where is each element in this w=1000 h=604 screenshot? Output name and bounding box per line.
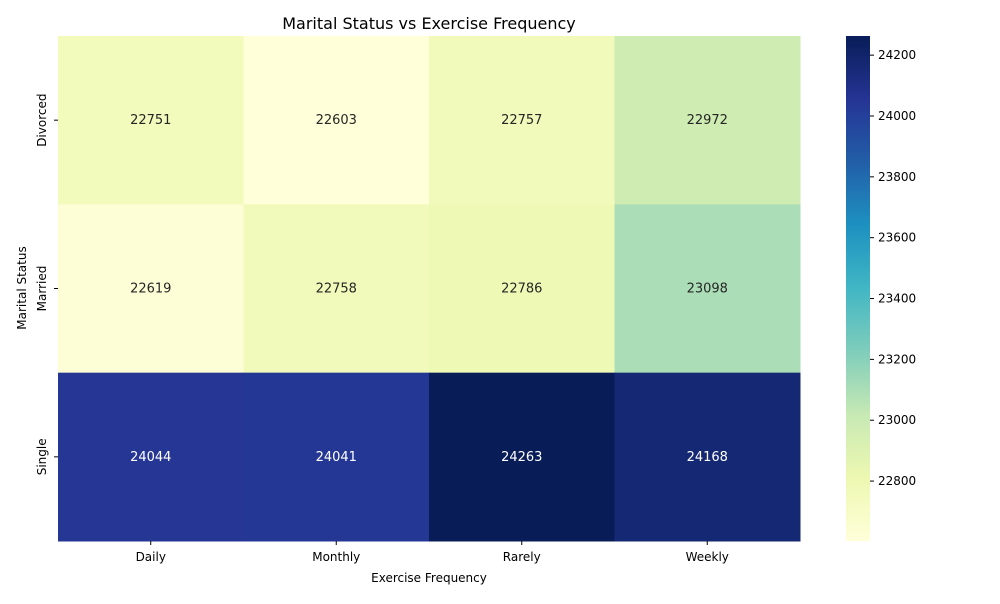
heatmap-cell — [58, 204, 244, 374]
y-tick-label: Single — [35, 438, 49, 475]
heatmap-cell — [58, 372, 244, 542]
colorbar-tick-label: 23400 — [878, 292, 916, 306]
cell-value-label: 22758 — [316, 282, 357, 297]
cell-value-label: 22751 — [130, 113, 171, 128]
colorbar-tick-label: 23600 — [878, 231, 916, 245]
x-axis: Daily Monthly Rarely Weekly — [136, 541, 729, 564]
cell-value-label: 23098 — [687, 282, 728, 297]
cell-value-label: 22619 — [130, 282, 171, 297]
cell-value-label: 24041 — [316, 450, 357, 465]
cell-value-label: 22603 — [316, 113, 357, 128]
heatmap-cell — [429, 204, 615, 374]
cell-value-label: 24168 — [687, 450, 728, 465]
cell-value-label: 22972 — [687, 113, 728, 128]
colorbar-tick-label: 22800 — [878, 474, 916, 488]
heatmap-cell — [614, 36, 801, 205]
heatmap-cell — [58, 36, 244, 205]
colorbar-tick-label: 23200 — [878, 352, 916, 366]
y-tick-label: Married — [35, 266, 49, 312]
heatmap-cell — [243, 372, 430, 542]
y-axis-label: Marital Status — [15, 246, 29, 329]
heatmap-cell — [429, 36, 615, 205]
cell-value-label: 24263 — [501, 450, 542, 465]
heatmap-cells: 22751 22603 22757 22972 22619 22758 22786 23098… — [58, 36, 801, 542]
x-tick-label: Weekly — [686, 550, 729, 564]
y-tick-label: Divorced — [35, 94, 49, 147]
x-tick-label: Daily — [136, 550, 166, 564]
heatmap-cell — [614, 204, 801, 374]
heatmap-cell — [429, 372, 615, 542]
cell-value-label: 22786 — [501, 282, 542, 297]
x-tick-label: Monthly — [312, 550, 360, 564]
colorbar-ticks: 22800 23000 23200 23400 23600 23800 24000 24200 — [870, 48, 916, 488]
heatmap-cell — [614, 372, 801, 542]
cell-value-label: 24044 — [130, 450, 171, 465]
heatmap-cell — [243, 36, 430, 205]
heatmap-cell — [243, 204, 430, 374]
x-tick-label: Rarely — [503, 550, 541, 564]
chart-title: Marital Status vs Exercise Frequency — [282, 14, 576, 33]
colorbar-tick-label: 23000 — [878, 413, 916, 427]
colorbar-tick-label: 24200 — [878, 48, 916, 62]
x-axis-label: Exercise Frequency — [371, 571, 487, 585]
colorbar-tick-label: 24000 — [878, 109, 916, 123]
colorbar-tick-label: 23800 — [878, 170, 916, 184]
cell-value-label: 22757 — [501, 113, 542, 128]
colorbar — [846, 36, 870, 541]
y-axis: Divorced Married Single — [35, 94, 58, 475]
